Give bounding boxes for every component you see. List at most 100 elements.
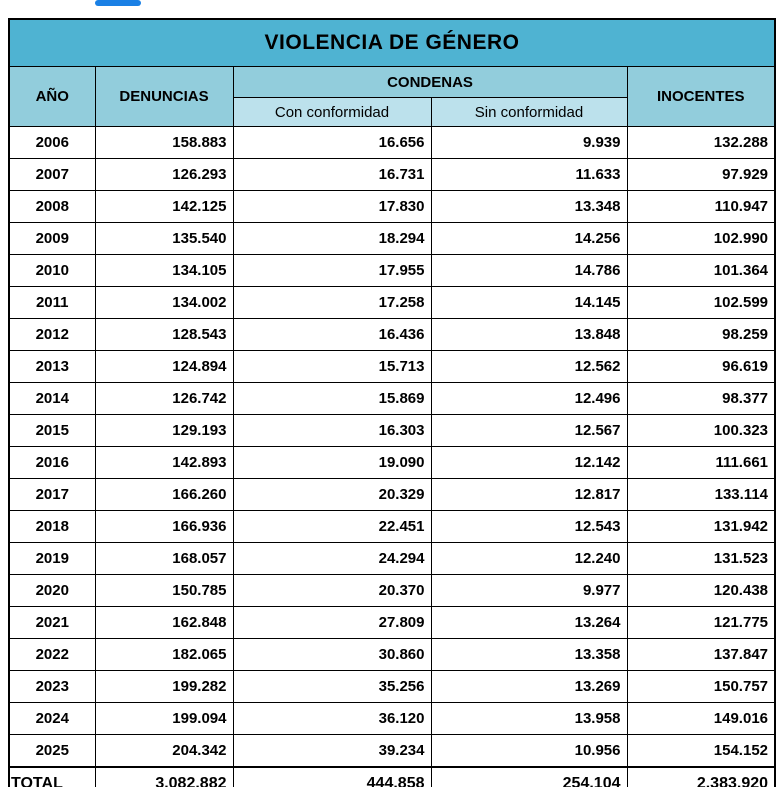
cell-sin-conformidad: 12.562 <box>430 350 628 383</box>
table-header: VIOLENCIA DE GÉNERO AÑO DENUNCIAS CONDEN… <box>8 18 776 127</box>
cell-inocentes: 96.619 <box>626 350 776 383</box>
cell-inocentes: 131.942 <box>626 510 776 543</box>
violencia-genero-table: VIOLENCIA DE GÉNERO AÑO DENUNCIAS CONDEN… <box>8 18 777 787</box>
cell-year: 2011 <box>8 286 96 319</box>
cell-denuncias: 158.883 <box>94 126 234 159</box>
cell-inocentes: 100.323 <box>626 414 776 447</box>
cell-year: 2008 <box>8 190 96 223</box>
cell-con-conformidad: 24.294 <box>232 542 432 575</box>
table-row: 2006 158.883 16.656 9.939 132.288 <box>8 126 776 159</box>
cell-con-conformidad: 16.303 <box>232 414 432 447</box>
cell-sin-conformidad: 13.358 <box>430 638 628 671</box>
cell-inocentes: 101.364 <box>626 254 776 287</box>
cell-con-conformidad: 27.809 <box>232 606 432 639</box>
table-row: 2023 199.282 35.256 13.269 150.757 <box>8 670 776 703</box>
total-row: TOTAL 3.082.882 444.858 254.104 2.383.92… <box>8 766 776 787</box>
cell-con-conformidad: 19.090 <box>232 446 432 479</box>
cell-year: 2007 <box>8 158 96 191</box>
table-row: 2016 142.893 19.090 12.142 111.661 <box>8 446 776 479</box>
cell-sin-conformidad: 9.977 <box>430 574 628 607</box>
cell-con-conformidad: 35.256 <box>232 670 432 703</box>
cell-inocentes: 98.377 <box>626 382 776 415</box>
cell-sin-conformidad: 12.543 <box>430 510 628 543</box>
cell-year: 2019 <box>8 542 96 575</box>
cell-inocentes: 133.114 <box>626 478 776 511</box>
cell-con-conformidad: 16.436 <box>232 318 432 351</box>
cell-con-conformidad: 16.656 <box>232 126 432 159</box>
cell-denuncias: 135.540 <box>94 222 234 255</box>
cell-inocentes: 137.847 <box>626 638 776 671</box>
total-con-conformidad: 444.858 <box>232 766 432 787</box>
cell-year: 2017 <box>8 478 96 511</box>
col-header-condenas: CONDENAS <box>232 66 628 98</box>
table-row: 2013 124.894 15.713 12.562 96.619 <box>8 350 776 383</box>
cell-sin-conformidad: 14.256 <box>430 222 628 255</box>
table-row: 2007 126.293 16.731 11.633 97.929 <box>8 158 776 191</box>
cell-inocentes: 102.990 <box>626 222 776 255</box>
title-row: VIOLENCIA DE GÉNERO <box>8 18 776 67</box>
cell-denuncias: 168.057 <box>94 542 234 575</box>
cell-sin-conformidad: 13.848 <box>430 318 628 351</box>
table-row: 2022 182.065 30.860 13.358 137.847 <box>8 638 776 671</box>
cell-year: 2014 <box>8 382 96 415</box>
cell-denuncias: 199.094 <box>94 702 234 735</box>
table-row: 2025 204.342 39.234 10.956 154.152 <box>8 734 776 768</box>
table-row: 2014 126.742 15.869 12.496 98.377 <box>8 382 776 415</box>
table-row: 2017 166.260 20.329 12.817 133.114 <box>8 478 776 511</box>
cell-denuncias: 162.848 <box>94 606 234 639</box>
cell-inocentes: 132.288 <box>626 126 776 159</box>
cell-inocentes: 102.599 <box>626 286 776 319</box>
col-header-year: AÑO <box>8 66 96 127</box>
table-row: 2020 150.785 20.370 9.977 120.438 <box>8 574 776 607</box>
table-row: 2024 199.094 36.120 13.958 149.016 <box>8 702 776 735</box>
cell-con-conformidad: 22.451 <box>232 510 432 543</box>
cell-con-conformidad: 30.860 <box>232 638 432 671</box>
cell-denuncias: 150.785 <box>94 574 234 607</box>
cell-denuncias: 126.742 <box>94 382 234 415</box>
tab-underline-indicator <box>95 0 141 6</box>
cell-inocentes: 150.757 <box>626 670 776 703</box>
cell-inocentes: 120.438 <box>626 574 776 607</box>
cell-year: 2015 <box>8 414 96 447</box>
subheader-row: Con conformidad Sin conformidad <box>9 97 775 127</box>
cell-inocentes: 121.775 <box>626 606 776 639</box>
cell-sin-conformidad: 14.786 <box>430 254 628 287</box>
cell-con-conformidad: 18.294 <box>232 222 432 255</box>
cell-sin-conformidad: 12.496 <box>430 382 628 415</box>
cell-sin-conformidad: 12.142 <box>430 446 628 479</box>
col-header-inocentes: INOCENTES <box>626 66 776 127</box>
total-sin-conformidad: 254.104 <box>430 766 628 787</box>
cell-denuncias: 128.543 <box>94 318 234 351</box>
table-row: 2015 129.193 16.303 12.567 100.323 <box>8 414 776 447</box>
cell-year: 2023 <box>8 670 96 703</box>
cell-con-conformidad: 39.234 <box>232 734 432 768</box>
table-row: 2021 162.848 27.809 13.264 121.775 <box>8 606 776 639</box>
cell-denuncias: 182.065 <box>94 638 234 671</box>
cell-year: 2009 <box>8 222 96 255</box>
table-row: 2010 134.105 17.955 14.786 101.364 <box>8 254 776 287</box>
col-header-con-conformidad: Con conformidad <box>232 97 432 127</box>
cell-denuncias: 204.342 <box>94 734 234 768</box>
cell-sin-conformidad: 12.817 <box>430 478 628 511</box>
table-row: 2012 128.543 16.436 13.848 98.259 <box>8 318 776 351</box>
table-row: 2018 166.936 22.451 12.543 131.942 <box>8 510 776 543</box>
cell-sin-conformidad: 12.240 <box>430 542 628 575</box>
cell-sin-conformidad: 10.956 <box>430 734 628 768</box>
cell-denuncias: 166.936 <box>94 510 234 543</box>
cell-con-conformidad: 15.713 <box>232 350 432 383</box>
cell-con-conformidad: 17.258 <box>232 286 432 319</box>
cell-sin-conformidad: 9.939 <box>430 126 628 159</box>
total-denuncias: 3.082.882 <box>94 766 234 787</box>
cell-inocentes: 111.661 <box>626 446 776 479</box>
header-row: AÑO DENUNCIAS CONDENAS INOCENTES <box>8 66 776 127</box>
cell-sin-conformidad: 13.269 <box>430 670 628 703</box>
cell-year: 2020 <box>8 574 96 607</box>
cell-inocentes: 98.259 <box>626 318 776 351</box>
cell-sin-conformidad: 13.264 <box>430 606 628 639</box>
cell-year: 2022 <box>8 638 96 671</box>
cell-year: 2013 <box>8 350 96 383</box>
cell-denuncias: 134.105 <box>94 254 234 287</box>
cell-inocentes: 131.523 <box>626 542 776 575</box>
cell-year: 2024 <box>8 702 96 735</box>
cell-year: 2021 <box>8 606 96 639</box>
